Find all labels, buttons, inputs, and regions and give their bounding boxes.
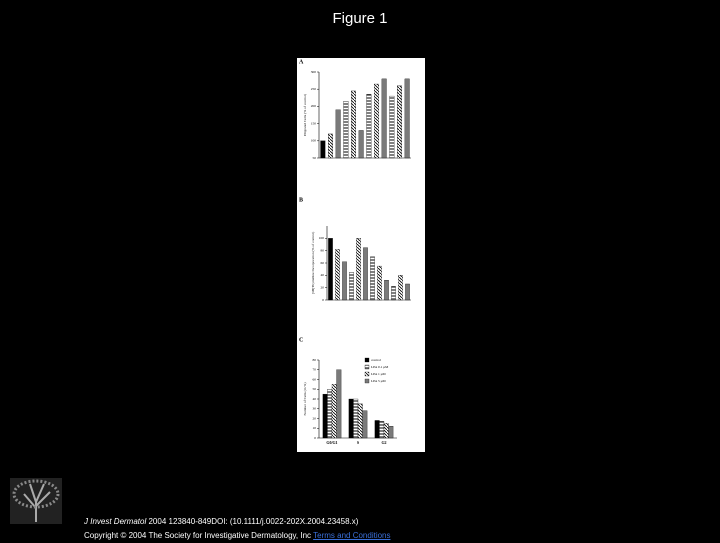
panel-label: C: [299, 337, 303, 343]
bar: [363, 247, 368, 301]
y-tick-label: 300: [311, 70, 317, 74]
bar: [374, 420, 380, 439]
y-tick-label: 50: [313, 387, 317, 391]
terms-link[interactable]: Terms and Conditions: [313, 531, 391, 540]
bar: [377, 265, 382, 301]
y-tick-label: 80: [313, 358, 317, 362]
y-tick-label: 20: [313, 416, 317, 420]
bar: [391, 286, 396, 301]
y-tick-label: 40: [321, 273, 325, 277]
bar: [389, 95, 395, 159]
x-tick-label: G0/G1: [326, 440, 337, 445]
bar: [356, 238, 361, 301]
bar: [353, 398, 359, 439]
bar: [328, 238, 333, 301]
x-tick-label: S: [357, 440, 360, 445]
copyright-line: Copyright © 2004 The Society for Investi…: [84, 529, 391, 543]
y-tick-label: 60: [321, 261, 325, 265]
bar: [384, 280, 389, 301]
legend-label: LPA 0.1 μM: [371, 365, 389, 369]
y-tick-label: 100: [319, 236, 325, 240]
bar: [357, 403, 363, 439]
bar: [327, 389, 333, 439]
bar: [320, 140, 326, 159]
bar: [397, 85, 402, 159]
journal: J Invest Dermatol: [84, 517, 147, 526]
y-tick-label: 40: [313, 397, 317, 401]
bar: [351, 90, 356, 159]
copyright: Copyright © 2004 The Society for Investi…: [84, 531, 314, 540]
bar: [366, 94, 372, 159]
legend-swatch: [364, 357, 370, 363]
y-tick-label: 80: [321, 248, 325, 252]
legend-label: LPA 5 μM: [371, 379, 386, 383]
bar: [322, 393, 328, 439]
y-tick-label: 20: [321, 285, 325, 289]
bar: [388, 426, 394, 439]
logo-text: ELSEVIER: [16, 526, 56, 536]
y-axis-label: Number of Cells (in %): [303, 382, 307, 416]
y-tick-label: 0: [322, 298, 324, 302]
y-axis-label: [3H]Thymidine Incorporation (% of contro…: [311, 231, 315, 294]
bar: [404, 78, 410, 159]
elsevier-logo: ELSEVIER: [10, 478, 62, 536]
citation: J Invest Dermatol 2004 123840-849DOI: (1…: [84, 515, 391, 529]
y-tick-label: 150: [311, 121, 317, 125]
bar: [336, 369, 342, 439]
bar: [348, 398, 354, 439]
y-axis-label: Dilgrated Cells (% of control): [303, 93, 307, 136]
y-tick-label: 50: [313, 156, 317, 160]
legend-swatch: [364, 371, 370, 377]
bar: [342, 261, 347, 301]
y-tick-label: 250: [311, 87, 317, 91]
legend-label: LPA 1 μM: [371, 372, 386, 376]
y-tick-label: 200: [311, 104, 317, 108]
bar: [328, 133, 333, 159]
slide-title: Figure 1: [332, 10, 388, 27]
bar: [331, 384, 337, 439]
y-tick-label: 30: [313, 407, 317, 411]
bar: [358, 130, 364, 159]
panel-label: A: [299, 59, 304, 65]
bar: [379, 421, 385, 439]
y-tick-label: 0: [314, 436, 316, 440]
y-tick-label: 70: [313, 368, 317, 372]
legend-swatch: [364, 378, 370, 384]
bar: [383, 423, 389, 439]
panel-label: B: [299, 197, 303, 203]
y-tick-label: 10: [313, 426, 317, 430]
bar: [362, 410, 368, 439]
bar: [374, 83, 379, 159]
footer: J Invest Dermatol 2004 123840-849DOI: (1…: [84, 515, 391, 543]
y-tick-label: 100: [311, 139, 317, 143]
citation-text: 2004 123840-849DOI: (10.1111/j.0022-202X…: [146, 517, 359, 526]
x-tick-label: G2: [381, 440, 386, 445]
bar: [381, 78, 387, 159]
legend-label: control: [371, 358, 381, 362]
legend-swatch: [364, 364, 370, 370]
bar: [343, 101, 349, 159]
bar: [370, 256, 375, 301]
bar: [405, 283, 410, 301]
bar: [335, 109, 341, 159]
bar: [335, 249, 340, 301]
y-tick-label: 60: [313, 377, 317, 381]
bar: [349, 272, 354, 301]
bar: [398, 275, 403, 301]
